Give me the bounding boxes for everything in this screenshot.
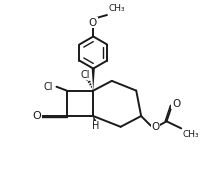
Text: CH₃: CH₃ [109, 4, 125, 14]
Text: O: O [33, 111, 41, 121]
Text: CH₃: CH₃ [183, 130, 199, 139]
Polygon shape [92, 69, 95, 91]
Text: O: O [151, 122, 159, 132]
Text: O: O [172, 99, 180, 109]
Text: H: H [93, 121, 100, 131]
Text: O: O [89, 18, 97, 28]
Text: Cl: Cl [44, 82, 53, 92]
Text: Cl: Cl [81, 70, 90, 80]
